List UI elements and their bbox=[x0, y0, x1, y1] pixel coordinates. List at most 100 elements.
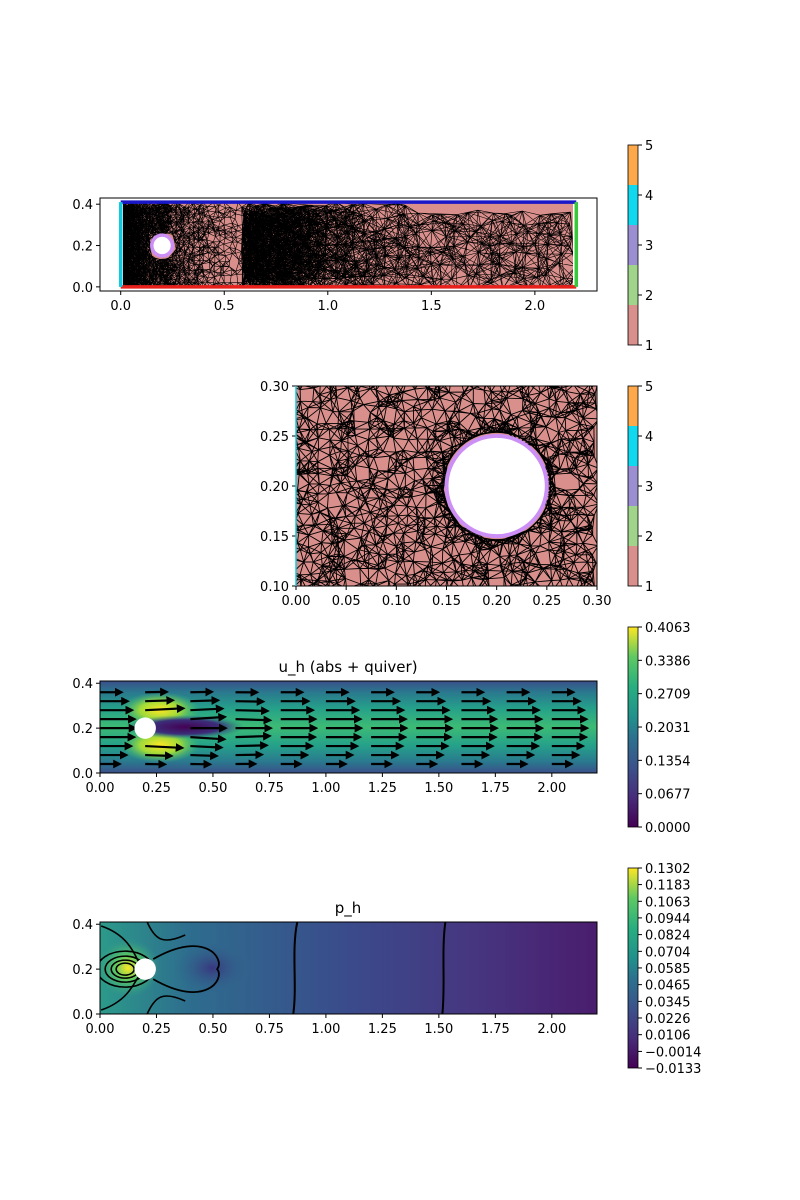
colorbar-segment bbox=[628, 265, 638, 305]
y-tick-label: 0.15 bbox=[260, 530, 289, 545]
colorbar-tick-label: −0.0014 bbox=[645, 1045, 701, 1060]
plot-frame bbox=[99, 197, 598, 292]
colorbar-markers-1: 1 2 3 4 5 bbox=[627, 139, 653, 354]
mesh-zoom-lines bbox=[296, 386, 597, 586]
velocity-arrow bbox=[235, 715, 273, 725]
x-tick-label: 1.5 bbox=[421, 299, 442, 314]
velocity-arrow bbox=[235, 741, 269, 750]
colorbar-tick-label: 0.0677 bbox=[645, 788, 691, 803]
velocity-arrow bbox=[145, 696, 176, 705]
velocity-arrow bbox=[145, 704, 186, 714]
x-tick-label: 0.15 bbox=[432, 594, 461, 609]
x-tick-label: 0.50 bbox=[198, 1022, 227, 1037]
colorbar-tick-label: −0.0133 bbox=[645, 1062, 701, 1077]
cylinder-obstacle bbox=[134, 717, 156, 739]
velocity-arrow bbox=[190, 734, 227, 744]
velocity-arrow bbox=[145, 743, 185, 752]
x-tick-label: 0.25 bbox=[532, 594, 561, 609]
colorbar-tick-label: 0.2031 bbox=[645, 721, 691, 736]
y-tick-label: 0.2 bbox=[72, 240, 93, 255]
colorbar-markers-2: 1 2 3 4 5 bbox=[627, 380, 653, 595]
x-tick-label: 0.20 bbox=[482, 594, 511, 609]
velocity-arrow bbox=[190, 704, 225, 714]
x-tick-label: 1.50 bbox=[424, 781, 453, 796]
x-tick-label: 0.00 bbox=[282, 594, 311, 609]
x-tick-label: 0.10 bbox=[382, 594, 411, 609]
mesh-zoom-plot: 0.00 0.05 0.10 0.15 0.20 0.25 0.30 0.10 0.15 0.20… bbox=[260, 380, 611, 609]
colorbar-tick-label: 0.0585 bbox=[645, 962, 691, 977]
x-tick-label: 0.0 bbox=[110, 299, 131, 314]
pressure-plot: 0.00 0.25 0.50 0.75 1.00 1.25 1.50 1.75 2.00 0.0 0… bbox=[72, 918, 598, 1037]
colorbar-tick-label: 2 bbox=[645, 289, 653, 304]
colorbar-segment bbox=[628, 225, 638, 265]
pressure-contour bbox=[100, 925, 140, 964]
pressure-plot-title: p_h bbox=[335, 899, 362, 918]
pressure-low-zone bbox=[172, 940, 252, 996]
colorbar-segment bbox=[628, 185, 638, 225]
x-tick-label: 1.25 bbox=[368, 1022, 397, 1037]
colorbar-tick-label: 5 bbox=[645, 380, 653, 395]
x-tick-label: 0.25 bbox=[142, 781, 171, 796]
x-tick-label: 2.00 bbox=[537, 781, 566, 796]
colorbar-segment bbox=[628, 506, 638, 546]
colorbar-tick-label: 4 bbox=[645, 430, 653, 445]
velocity-arrow bbox=[190, 751, 219, 761]
colorbar-segment bbox=[628, 466, 638, 506]
y-tick-label: 0.25 bbox=[260, 430, 289, 445]
y-tick-label: 0.30 bbox=[260, 380, 289, 395]
x-tick-label: 1.00 bbox=[311, 781, 340, 796]
colorbar-tick-label: 0.0345 bbox=[645, 995, 691, 1010]
x-tick-label: 0.05 bbox=[332, 594, 361, 609]
x-tick-label: 1.0 bbox=[317, 299, 338, 314]
colorbar-tick-label: 5 bbox=[645, 139, 653, 154]
pressure-contour bbox=[146, 995, 186, 1014]
mesh-edges bbox=[296, 386, 597, 586]
pressure-contour bbox=[292, 922, 299, 1014]
y-tick-label: 0.4 bbox=[72, 198, 93, 213]
colorbar-tick-label: 0.0465 bbox=[645, 979, 691, 994]
velocity-plot: 0.00 0.25 0.50 0.75 1.00 1.25 1.50 1.75 2.00 0.0 0… bbox=[72, 677, 598, 796]
colorbar-tick-label: 0.1354 bbox=[645, 754, 691, 769]
x-tick-label: 2.00 bbox=[537, 1022, 566, 1037]
colorbar-tick-label: 0.0226 bbox=[645, 1012, 691, 1027]
pressure-contour bbox=[152, 945, 220, 993]
colorbar-segment bbox=[628, 426, 638, 466]
y-tick-label: 0.10 bbox=[260, 580, 289, 595]
colorbar-tick-label: 0.0704 bbox=[645, 945, 691, 960]
x-tick-label: 0.75 bbox=[255, 781, 284, 796]
y-tick-label: 0.0 bbox=[72, 281, 93, 296]
colorbar-tick-label: 0.1183 bbox=[645, 879, 691, 894]
pressure-contour bbox=[441, 922, 447, 1014]
colorbar-tick-label: 0.0824 bbox=[645, 929, 691, 944]
colorbar-gradient bbox=[627, 867, 639, 1069]
x-tick-label: 0.00 bbox=[86, 1022, 115, 1037]
colorbar-tick-label: 4 bbox=[645, 189, 653, 204]
x-tick-label: 1.00 bbox=[311, 1022, 340, 1037]
y-tick-label: 0.2 bbox=[72, 963, 93, 978]
plot-frame bbox=[99, 680, 598, 774]
colorbar-segment bbox=[628, 305, 638, 345]
cylinder-boundary bbox=[444, 433, 549, 539]
colorbar-tick-label: 0.4063 bbox=[645, 621, 691, 636]
velocity-arrow bbox=[190, 742, 224, 752]
x-tick-label: 0.75 bbox=[255, 1022, 284, 1037]
x-tick-label: 1.50 bbox=[424, 1022, 453, 1037]
colorbar-tick-label: 3 bbox=[645, 239, 653, 254]
colorbar-tick-label: 0.3386 bbox=[645, 654, 691, 669]
x-tick-label: 2.0 bbox=[525, 299, 546, 314]
colorbar-tick-label: 3 bbox=[645, 480, 653, 495]
colorbar-tick-label: 0.0000 bbox=[645, 821, 691, 836]
pressure-contour bbox=[115, 962, 135, 976]
colorbar-tick-label: 0.0944 bbox=[645, 912, 691, 927]
x-tick-label: 0.25 bbox=[142, 1022, 171, 1037]
pressure-contour bbox=[146, 922, 186, 941]
y-tick-label: 0.0 bbox=[72, 767, 93, 782]
velocity-arrow bbox=[190, 712, 228, 722]
x-tick-label: 0.00 bbox=[86, 781, 115, 796]
velocity-plot-title: u_h (abs + quiver) bbox=[278, 658, 417, 677]
colorbar-tick-label: 0.1302 bbox=[645, 862, 691, 877]
colorbar-segment bbox=[628, 546, 638, 586]
colorbar-tick-label: 0.0106 bbox=[645, 1029, 691, 1044]
